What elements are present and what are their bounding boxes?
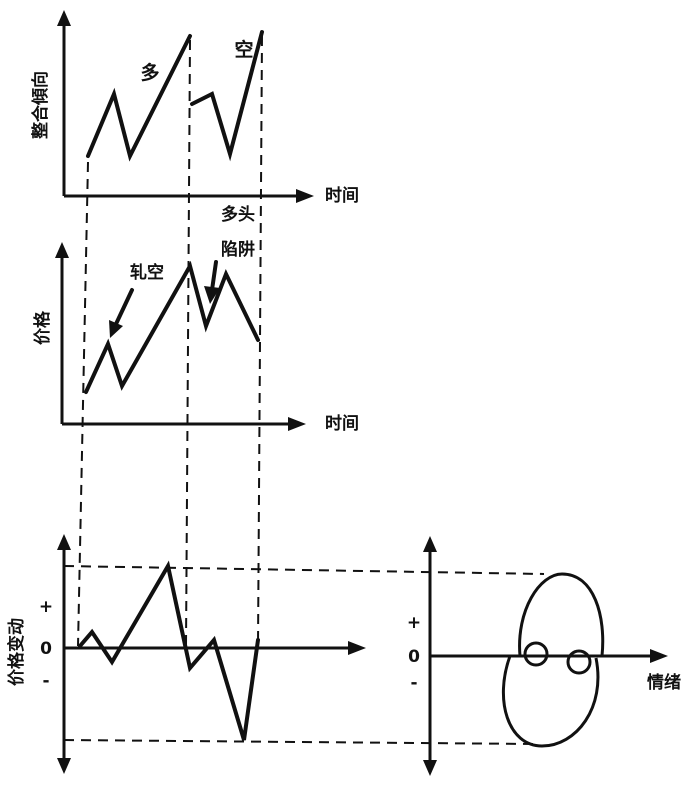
mid-x-label: 时间 (325, 413, 359, 434)
bottom-x-arrowhead (348, 641, 366, 655)
top-x-arrowhead (296, 189, 314, 203)
bottom-y-label: 价格变动 (6, 618, 27, 686)
squeeze-arrowhead (109, 320, 123, 338)
right-tick-minus: - (410, 673, 417, 693)
connector-lower (63, 739, 537, 745)
top-bull-trap-label: 多头 (221, 204, 255, 225)
connector-peak (185, 39, 191, 647)
right-y-arrowhead-down (423, 760, 437, 776)
mid-x-arrowhead (288, 417, 306, 431)
right-y-arrowhead-up (423, 536, 437, 552)
squeeze-arrow-shaft (114, 288, 134, 326)
mid-price-curve (84, 260, 260, 394)
horizontal-connectors (63, 565, 545, 745)
bottom-tick-plus: + (39, 597, 53, 617)
right-tick-plus: + (407, 613, 421, 633)
top-y-arrowhead (57, 10, 71, 26)
mid-panel: 轧空 陷阱 时间 价格 (32, 239, 359, 434)
right-x-label: 情绪 (647, 672, 681, 693)
right-tick-zero: 0 (408, 647, 420, 667)
top-long-curve (86, 34, 192, 162)
top-long-label: 多 (140, 61, 159, 84)
connector-start (77, 161, 89, 647)
sentiment-loop-upper (518, 572, 605, 657)
mid-y-arrowhead (55, 242, 69, 258)
top-short-label: 空 (234, 38, 253, 61)
squeeze-label: 轧空 (130, 262, 164, 283)
sentiment-small-loop-left (523, 641, 549, 667)
mid-y-label: 价格 (32, 310, 53, 345)
top-y-label: 整合傾向 (30, 71, 51, 139)
bottom-panel: + 0 - 价格变动 (6, 534, 366, 774)
bottom-y-arrowhead-up (57, 534, 71, 550)
bottom-tick-zero: 0 (40, 639, 52, 659)
top-x-label: 时间 (325, 185, 359, 206)
right-panel: + 0 - 情绪 (407, 536, 681, 776)
sentiment-loop-lower (501, 655, 600, 748)
bottom-y-arrowhead-down (57, 758, 71, 774)
trap-arrow-shaft (210, 260, 218, 292)
bottom-tick-minus: - (42, 671, 49, 691)
vertical-connectors (77, 35, 263, 647)
top-panel: 时间 多 空 多头 整合傾向 (30, 10, 359, 225)
top-short-curve (190, 30, 264, 162)
connector-upper (63, 565, 545, 575)
trap-arrowhead (204, 286, 220, 304)
right-x-arrowhead (650, 649, 668, 663)
bottom-change-curve (78, 560, 260, 741)
trap-label: 陷阱 (221, 239, 255, 260)
sentiment-small-loop-right (566, 649, 592, 675)
